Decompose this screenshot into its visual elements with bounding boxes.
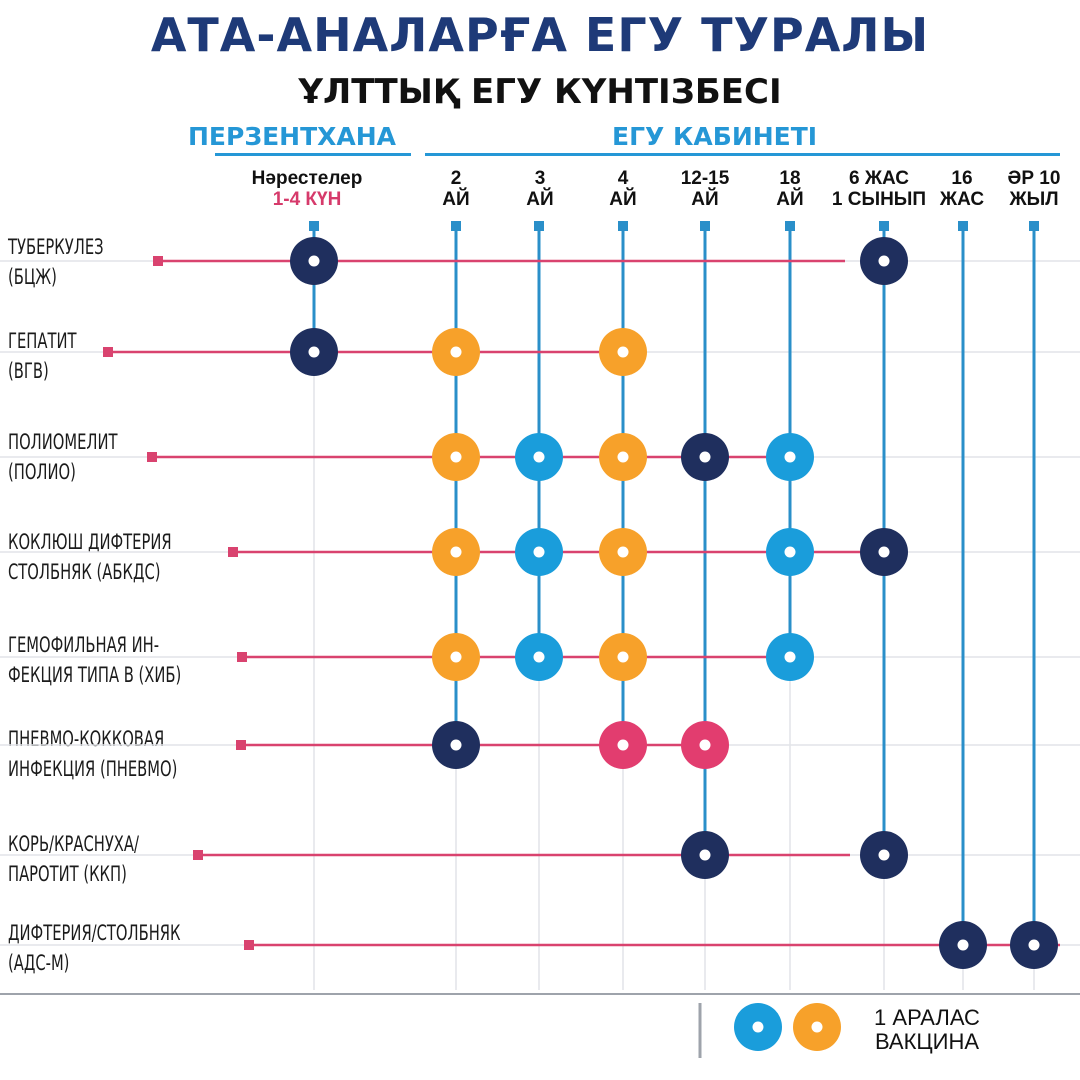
row-label-mmr: КОРЬ/КРАСНУХА/ ПАРОТИТ (ККП) [8, 829, 139, 889]
row-start-marker [147, 452, 157, 462]
section-maternity: ПЕРЗЕНТХАНА [188, 122, 397, 151]
column-header-newborn-line2: 1-4 КҮН [272, 189, 342, 210]
row-label-line1: ПНЕВМО-КОККОВАЯ [8, 727, 165, 751]
row-label-line2: ПАРОТИТ (ККП) [8, 862, 127, 886]
vaccine-dose-dot-center [450, 346, 462, 358]
row-start-marker [153, 256, 163, 266]
column-header-line2: АЙ [691, 189, 719, 210]
vaccine-dose-dot-center [699, 849, 711, 861]
vaccine-dose-dot-center [308, 346, 320, 358]
page-subtitle: ҰЛТТЫҚ ЕГУ КҮНТІЗБЕСІ [298, 72, 782, 112]
column-header-2-months: 2 АЙ [406, 168, 506, 210]
legend-blue-dot-center [752, 1021, 764, 1033]
vaccine-dose-dot-center [533, 651, 545, 663]
vaccine-dose-dot-center [784, 451, 796, 463]
vaccine-dose-dot-center [450, 451, 462, 463]
row-label-dtp: КОКЛЮШ ДИФТЕРИЯ СТОЛБНЯК (АБКДС) [8, 527, 172, 587]
row-label-line2: СТОЛБНЯК (АБКДС) [8, 560, 161, 584]
column-header-line2: ЖЫЛ [1009, 189, 1059, 210]
vaccine-dose-dot-center [617, 546, 629, 558]
row-label-line1: КОРЬ/КРАСНУХА/ [8, 832, 139, 856]
row-start-marker [236, 740, 246, 750]
vaccine-dose-dot-center [450, 546, 462, 558]
vaccine-dose-dot-center [450, 739, 462, 751]
column-header-line1: 6 ЖАС [849, 168, 909, 189]
column-header-line1: 16 [951, 168, 973, 189]
vaccine-dose-dot-center [878, 546, 890, 558]
section-vaccination-underline [425, 153, 1060, 156]
row-label-line1: ГЕПАТИТ [8, 329, 77, 353]
vaccine-dose-dot-center [784, 546, 796, 558]
vaccine-dose-dot-center [617, 739, 629, 751]
row-label-polio: ПОЛИОМЕЛИТ (ПОЛИО) [8, 427, 118, 487]
vaccine-dose-dot-center [308, 255, 320, 267]
vaccine-dose-dot-center [878, 255, 890, 267]
legend-orange-dot-center [811, 1021, 823, 1033]
column-header-line1: 18 [779, 168, 801, 189]
row-start-marker [244, 940, 254, 950]
column-header-4-months: 4 АЙ [573, 168, 673, 210]
row-label-line2: ИНФЕКЦИЯ (ПНЕВМО) [8, 757, 178, 781]
row-start-marker [103, 347, 113, 357]
column-header-line2: 1 СЫНЫП [831, 189, 927, 210]
page-title: АТА-АНАЛАРҒА ЕГУ ТУРАЛЫ [150, 8, 930, 62]
row-label-td: ДИФТЕРИЯ/СТОЛБНЯК (АДС-М) [8, 918, 181, 978]
column-header-line2: ЖАС [939, 189, 985, 210]
row-label-pneumo: ПНЕВМО-КОККОВАЯ ИНФЕКЦИЯ (ПНЕВМО) [8, 724, 177, 784]
row-label-line2: (ВГВ) [8, 359, 49, 383]
row-start-marker [228, 547, 238, 557]
column-header-line2: АЙ [442, 189, 470, 210]
legend-label-line1: 1 АРАЛАС [874, 1005, 980, 1030]
row-label-hib: ГЕМОФИЛЬНАЯ ИН- ФЕКЦИЯ ТИПА В (ХИБ) [8, 630, 181, 690]
column-header-line1: 2 [450, 168, 462, 189]
column-header-line2: АЙ [526, 189, 554, 210]
section-vaccination-room: ЕГУ КАБИНЕТІ [612, 122, 818, 151]
row-label-line1: ТУБЕРКУЛЕЗ [8, 235, 104, 259]
vaccine-dose-dot-center [957, 939, 969, 951]
column-header-16-years: 16 ЖАС [912, 168, 1012, 210]
vaccine-dose-dot-center [699, 739, 711, 751]
row-start-marker [193, 850, 203, 860]
vaccine-dose-dot-center [450, 651, 462, 663]
vaccine-dose-dot-center [617, 346, 629, 358]
row-label-line1: ГЕМОФИЛЬНАЯ ИН- [8, 633, 160, 657]
row-label-line2: ФЕКЦИЯ ТИПА В (ХИБ) [8, 663, 182, 687]
vaccine-dose-dot-center [617, 651, 629, 663]
row-label-line1: ДИФТЕРИЯ/СТОЛБНЯК [8, 921, 181, 945]
legend-label: 1 АРАЛАС ВАКЦИНА [852, 1006, 1002, 1054]
column-header-newborn-line1: Нәрестелер [251, 168, 363, 189]
row-label-line2: (АДС-М) [8, 951, 70, 975]
row-label-line1: КОКЛЮШ ДИФТЕРИЯ [8, 530, 172, 554]
vaccine-dose-dot-center [699, 451, 711, 463]
column-header-12-15-months: 12-15 АЙ [655, 168, 755, 210]
column-header-line1: 12-15 [680, 168, 730, 189]
row-label-tuberculosis: ТУБЕРКУЛЕЗ (БЦЖ) [8, 232, 104, 292]
row-label-line2: (БЦЖ) [8, 265, 57, 289]
row-label-line1: ПОЛИОМЕЛИТ [8, 430, 118, 454]
section-maternity-underline [215, 153, 411, 156]
column-header-6-years: 6 ЖАС 1 СЫНЫП [820, 168, 938, 210]
row-label-hepatitis: ГЕПАТИТ (ВГВ) [8, 326, 76, 386]
vaccine-dose-dot-center [878, 849, 890, 861]
vaccine-dose-dot-center [617, 451, 629, 463]
column-header-every-10-years: ӘР 10 ЖЫЛ [984, 168, 1080, 210]
column-header-line2: АЙ [609, 189, 637, 210]
column-header-line1: 3 [534, 168, 546, 189]
legend-label-line2: ВАКЦИНА [874, 1029, 980, 1054]
row-label-line2: (ПОЛИО) [8, 460, 76, 484]
vaccine-dose-dot-center [533, 546, 545, 558]
vaccine-dose-dot-center [533, 451, 545, 463]
row-start-marker [237, 652, 247, 662]
column-header-18-months: 18 АЙ [740, 168, 840, 210]
column-header-line1: 4 [617, 168, 629, 189]
column-header-line1: ӘР 10 [1007, 168, 1061, 189]
column-header-line2: АЙ [776, 189, 804, 210]
vaccine-dose-dot-center [784, 651, 796, 663]
column-header-newborn: Нәрестелер 1-4 КҮН [222, 168, 392, 210]
vaccine-dose-dot-center [1028, 939, 1040, 951]
column-header-3-months: 3 АЙ [490, 168, 590, 210]
